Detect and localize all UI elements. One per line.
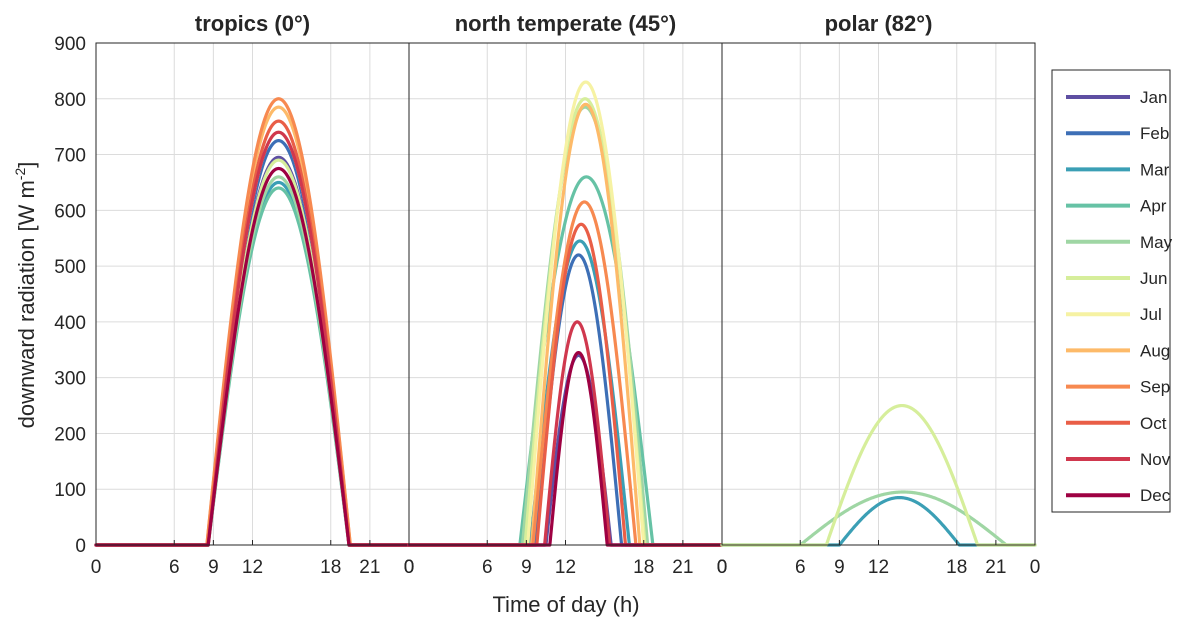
y-tick-label: 200: [54, 424, 86, 445]
legend-label: Oct: [1140, 414, 1167, 433]
x-tick-label: 18: [320, 557, 341, 578]
legend-label: Jun: [1140, 269, 1167, 288]
panels-layer: 0 6 9 12 18 21 0 tropics (0°) 0 6 9 12 18 21 0 north te…: [91, 11, 1041, 578]
legend-item-feb: Feb: [1066, 124, 1169, 143]
y-axis-label-end: ]: [14, 162, 39, 168]
y-tick-label: 900: [54, 34, 86, 55]
panel-title: polar (82°): [825, 11, 933, 36]
legend-label: May: [1140, 233, 1173, 252]
legend-item-sep: Sep: [1066, 378, 1170, 397]
y-axis-label-superscript: -2: [12, 168, 28, 181]
legend-label: Apr: [1140, 197, 1167, 216]
y-tick-label: 700: [54, 146, 86, 167]
y-tick-label: 400: [54, 313, 86, 334]
y-tick-label: 800: [54, 90, 86, 111]
legend-label: Dec: [1140, 486, 1171, 505]
legend-item-aug: Aug: [1066, 341, 1170, 360]
legend-label: Jul: [1140, 305, 1162, 324]
y-axis-label-main: downward radiation [W m: [14, 180, 39, 428]
x-tick-label: 6: [795, 557, 806, 578]
x-tick-label: 9: [834, 557, 845, 578]
legend-label: Nov: [1140, 450, 1171, 469]
y-axis-label: downward radiation [W m-2]: [12, 162, 39, 429]
y-tick-label: 0: [75, 536, 86, 557]
panel-title: north temperate (45°): [455, 11, 677, 36]
x-tick-label: 18: [946, 557, 967, 578]
x-tick-label: 0: [404, 557, 415, 578]
legend-label: Sep: [1140, 378, 1170, 397]
legend-label: Feb: [1140, 124, 1169, 143]
x-tick-label: 9: [521, 557, 532, 578]
y-tick-label: 600: [54, 201, 86, 222]
y-tick-label: 500: [54, 257, 86, 278]
legend-item-mar: Mar: [1066, 160, 1170, 179]
x-tick-label: 21: [672, 557, 693, 578]
legend: Jan Feb Mar Apr May Jun Jul Aug Sep Oct Nov Dec: [1051, 69, 1173, 513]
x-tick-label: 6: [169, 557, 180, 578]
legend-item-jun: Jun: [1066, 269, 1167, 288]
x-tick-label: 12: [242, 557, 263, 578]
legend-items: Jan Feb Mar Apr May Jun Jul Aug Sep Oct Nov Dec: [1066, 88, 1173, 505]
legend-item-apr: Apr: [1066, 197, 1167, 216]
panel-2: 0 6 9 12 18 21 0 north temperate (45°): [404, 11, 728, 578]
x-tick-label: 12: [555, 557, 576, 578]
y-tick-label: 100: [54, 480, 86, 501]
x-tick-label: 0: [1030, 557, 1041, 578]
x-tick-label: 0: [717, 557, 728, 578]
x-tick-label: 0: [404, 557, 415, 578]
x-tick-label: 6: [482, 557, 493, 578]
y-ticks-layer: 0 100 200 300 400 500 600 700 800 900: [54, 34, 86, 557]
legend-item-dec: Dec: [1066, 486, 1171, 505]
legend-item-may: May: [1066, 233, 1173, 252]
x-tick-label: 0: [717, 557, 728, 578]
legend-label: Mar: [1140, 160, 1170, 179]
x-tick-label: 21: [985, 557, 1006, 578]
x-tick-label: 21: [359, 557, 380, 578]
panel-3: 0 6 9 12 18 21 0 polar (82°): [717, 11, 1041, 578]
legend-box: [1051, 69, 1171, 513]
x-tick-label: 0: [91, 557, 102, 578]
y-tick-label: 300: [54, 369, 86, 390]
x-tick-label: 18: [633, 557, 654, 578]
x-tick-label: 12: [868, 557, 889, 578]
x-tick-label: 9: [208, 557, 219, 578]
legend-item-oct: Oct: [1066, 414, 1167, 433]
panel-1: 0 6 9 12 18 21 0 tropics (0°): [91, 11, 415, 578]
legend-label: Jan: [1140, 88, 1167, 107]
legend-item-jul: Jul: [1066, 305, 1162, 324]
legend-label: Aug: [1140, 341, 1170, 360]
x-axis-label: Time of day (h): [492, 592, 639, 617]
panel-title: tropics (0°): [195, 11, 310, 36]
legend-item-jan: Jan: [1066, 88, 1167, 107]
legend-item-nov: Nov: [1066, 450, 1171, 469]
